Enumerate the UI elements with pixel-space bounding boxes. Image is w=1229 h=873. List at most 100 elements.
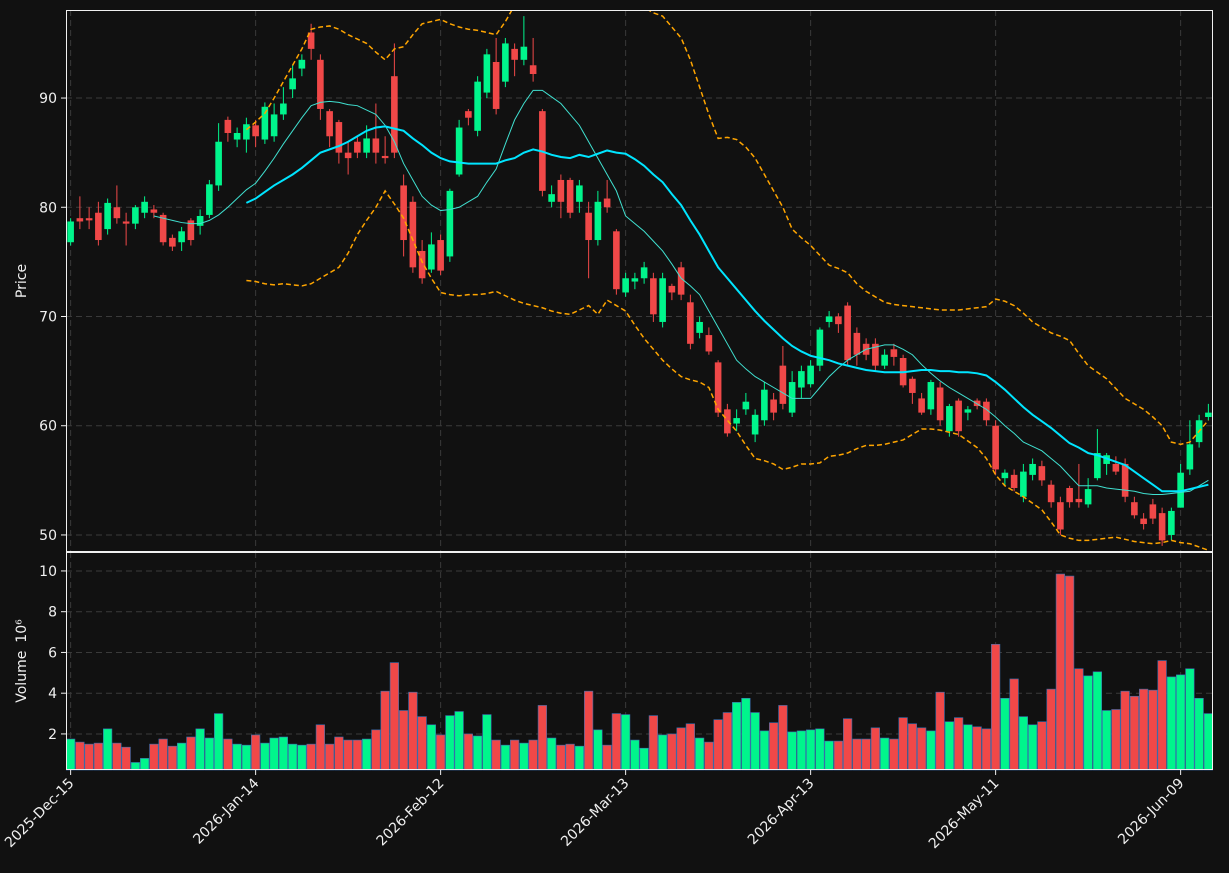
candle-body: [261, 106, 269, 140]
volume-bar: [343, 739, 353, 771]
volume-bar: [158, 738, 168, 771]
volume-bar: [963, 724, 973, 771]
candle-body: [1140, 518, 1147, 525]
volume-bar: [149, 743, 159, 771]
candle-body: [890, 349, 898, 357]
y-tick-label: 80: [39, 200, 57, 216]
candle-body: [696, 321, 703, 333]
volume-bar: [408, 691, 418, 771]
candle-body: [585, 212, 592, 241]
candle-body: [770, 399, 777, 413]
candle-body: [798, 371, 805, 388]
candle-body: [788, 382, 796, 413]
candle-body: [1038, 466, 1046, 481]
candle-body: [816, 329, 824, 366]
candle-body: [224, 119, 232, 133]
volume-bar: [537, 705, 547, 771]
volume-bar: [556, 744, 566, 771]
candle-body: [483, 54, 491, 93]
candle-body: [150, 209, 158, 213]
volume-bar: [981, 728, 991, 771]
volume-bar: [214, 713, 224, 771]
volume-bar: [371, 729, 381, 771]
candle-body: [76, 218, 84, 222]
candle-body: [169, 237, 176, 247]
candle-body: [492, 61, 500, 109]
volume-bar: [482, 714, 492, 771]
candle-body: [594, 201, 602, 241]
candle-body: [1066, 487, 1073, 503]
candle-body: [1057, 502, 1064, 530]
candle-body: [1094, 453, 1101, 479]
candle-body: [372, 138, 380, 153]
x-tick-label: 2026-Jun-09: [1115, 776, 1187, 848]
candle-body: [122, 221, 130, 224]
candle-body: [215, 141, 222, 186]
candle-body: [881, 354, 888, 366]
candle-body: [640, 267, 648, 279]
candle-body: [1103, 455, 1110, 464]
volume-bar: [463, 733, 473, 771]
volume-bar: [898, 717, 908, 771]
volume-bar: [1018, 716, 1028, 771]
volume-bar: [630, 739, 640, 771]
candle-body: [391, 76, 398, 153]
candle-body: [1205, 412, 1212, 417]
candle-body: [1029, 463, 1036, 475]
volume-bar: [1203, 713, 1213, 771]
volume-bar: [611, 713, 621, 771]
candle-body: [363, 138, 370, 153]
candle-body: [418, 250, 426, 279]
volume-bar: [186, 736, 196, 771]
volume-bar: [399, 710, 409, 771]
x-tick-label: 2026-Mar-13: [558, 776, 632, 850]
y-tick-label: 4: [48, 686, 57, 702]
volume-bar: [713, 719, 723, 771]
candle-body: [1084, 489, 1092, 505]
candle-body: [511, 48, 518, 60]
volume-bar: [103, 728, 113, 771]
candle-body: [159, 214, 167, 243]
volume-bar: [167, 745, 177, 771]
volume-bar: [917, 727, 927, 771]
volume-bar: [1120, 690, 1130, 771]
candle-body: [909, 378, 916, 393]
volume-bar: [880, 737, 890, 771]
candle-body: [233, 132, 241, 140]
volume-bar: [547, 737, 557, 771]
volume-bar: [500, 744, 510, 771]
overlay-line: [245, 10, 1209, 446]
volume-bar: [787, 731, 797, 771]
volume-bar: [288, 743, 298, 771]
volume-bar: [426, 724, 436, 771]
volume-bar: [251, 734, 261, 771]
volume-bar: [565, 743, 575, 771]
volume-bar: [1037, 721, 1047, 771]
candle-body: [677, 267, 685, 295]
volume-bar: [833, 740, 843, 771]
volume-bar: [1111, 709, 1121, 771]
candle-body: [576, 185, 583, 202]
volume-bar: [1194, 697, 1204, 771]
candle-body: [936, 387, 944, 421]
candle-body: [622, 278, 629, 293]
volume-bar: [93, 742, 103, 771]
volume-bar: [667, 733, 677, 771]
candle-body: [252, 125, 259, 137]
candle-body: [964, 409, 972, 413]
volume-bar: [695, 737, 705, 771]
volume-bar: [815, 728, 825, 771]
candle-body: [85, 218, 93, 221]
overlay-line: [246, 189, 1209, 551]
candle-body: [270, 114, 278, 137]
volume-label: Volume: [14, 651, 30, 703]
candle-body: [502, 43, 509, 82]
candle-body: [705, 335, 713, 352]
candle-body: [437, 240, 444, 271]
candle-body: [141, 201, 148, 213]
candle-body: [927, 382, 935, 410]
overlay-line: [245, 125, 1209, 493]
candle-body: [1131, 502, 1138, 516]
x-tick-label: 2026-May-11: [926, 776, 1003, 853]
